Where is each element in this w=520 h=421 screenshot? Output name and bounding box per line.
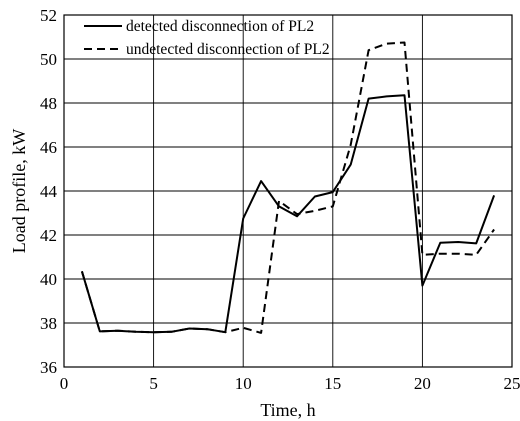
- series-line-2: [80, 41, 495, 334]
- x-tick-label: 10: [235, 374, 252, 393]
- plot-area-frame: [63, 14, 513, 368]
- series-layer: [80, 41, 496, 334]
- x-tick-label: 20: [414, 374, 431, 393]
- x-tick-label: 15: [324, 374, 341, 393]
- y-axis-label: Load profile, kW: [9, 129, 29, 253]
- axis-ticks: 0 5 10 15 20 25 36 38 40 42 44 46 48 50 52: [40, 6, 520, 393]
- x-tick-label: 5: [149, 374, 158, 393]
- y-tick-label: 40: [40, 270, 57, 289]
- y-tick-label: 52: [40, 6, 57, 25]
- legend: detected disconnection of PL2 undetected …: [84, 18, 330, 58]
- y-tick-label: 46: [40, 138, 57, 157]
- legend-label-1: detected disconnection of PL2: [126, 18, 314, 35]
- x-tick-label: 0: [60, 374, 69, 393]
- grid-lines: [64, 15, 512, 367]
- y-tick-label: 44: [40, 182, 58, 201]
- y-tick-label: 50: [40, 50, 57, 69]
- x-tick-label: 25: [504, 374, 520, 393]
- y-tick-label: 48: [40, 94, 57, 113]
- y-tick-label: 38: [40, 314, 57, 333]
- series-line-1: [80, 94, 496, 334]
- y-tick-label: 42: [40, 226, 57, 245]
- x-axis-label: Time, h: [260, 400, 315, 420]
- legend-label-2: undetected disconnection of PL2: [126, 41, 330, 58]
- y-tick-label: 36: [40, 358, 57, 377]
